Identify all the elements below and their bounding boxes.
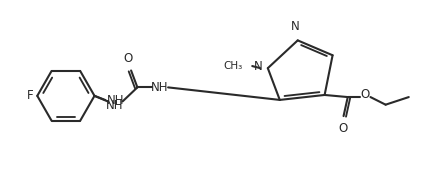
Text: O: O: [361, 88, 370, 101]
Text: N: N: [291, 20, 300, 33]
Text: NH: NH: [151, 81, 168, 94]
Text: CH₃: CH₃: [223, 61, 243, 71]
Text: N: N: [254, 60, 263, 72]
Text: NH: NH: [107, 94, 124, 107]
Text: F: F: [27, 89, 34, 102]
Text: O: O: [338, 122, 347, 136]
Text: O: O: [123, 52, 133, 65]
Text: NH: NH: [106, 99, 124, 112]
